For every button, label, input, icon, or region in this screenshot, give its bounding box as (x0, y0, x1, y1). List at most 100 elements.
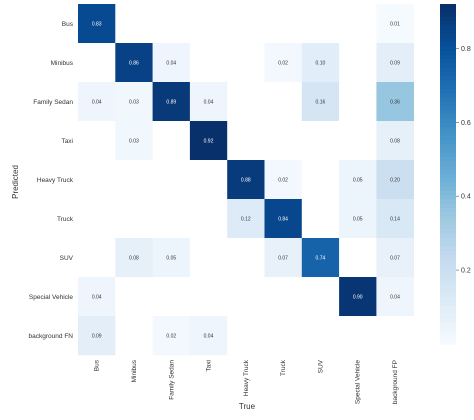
cell-value-label: 0.08 (390, 139, 400, 145)
colorbar-segment (440, 76, 456, 82)
heatmap-cell (227, 199, 265, 239)
colorbar-segment (440, 148, 456, 154)
cell-value-label: 0.10 (316, 61, 326, 67)
colorbar-segment (440, 229, 456, 235)
colorbar-segment (440, 67, 456, 73)
y-tick-label: SUV (60, 255, 74, 262)
heatmap-cell (78, 82, 116, 122)
colorbar-segment (440, 135, 456, 141)
cell-value-label: 0.05 (353, 178, 363, 184)
cell-value-label: 0.88 (241, 178, 251, 184)
heatmap-cell (189, 238, 228, 278)
colorbar-segment (440, 305, 456, 311)
x-tick-label: Special Vehicle (355, 360, 362, 404)
cell-value-label: 0.04 (92, 295, 102, 301)
colorbar-segment (440, 331, 456, 337)
x-tick-label: Family Sedan (168, 360, 175, 400)
colorbar-segment (440, 152, 456, 158)
colorbar-segment (440, 131, 456, 137)
heatmap-cell (376, 277, 414, 317)
heatmap-cell (189, 82, 228, 122)
colorbar-segment (440, 38, 456, 43)
y-tick-label: Special Vehicle (29, 294, 73, 301)
colorbar-segment (440, 186, 456, 192)
colorbar-segment (440, 322, 456, 328)
colorbar-segment (440, 182, 456, 188)
colorbar-segment (440, 127, 456, 133)
cell-value-label: 0.04 (390, 295, 400, 301)
y-tick-label: Family Sedan (33, 99, 73, 106)
heatmap-cell (78, 199, 116, 239)
colorbar-segment (440, 250, 456, 256)
colorbar-segment (440, 199, 456, 205)
colorbar-segment (440, 16, 456, 22)
heatmap-cell (339, 199, 377, 239)
colorbar-segment (440, 335, 456, 341)
heatmap-cell (227, 121, 265, 161)
heatmap-cell (301, 121, 340, 161)
heatmap-cell (339, 316, 377, 356)
heatmap-cell (264, 4, 303, 44)
heatmap-cell (376, 238, 414, 278)
colorbar-segment (440, 212, 456, 218)
y-axis-label: Predicted (11, 165, 20, 199)
cell-value-label: 0.02 (166, 334, 176, 340)
heatmap-cell (78, 238, 116, 278)
heatmap-cell (227, 43, 265, 83)
colorbar: 0.2 0.4 0.6 0.8 (440, 4, 471, 345)
colorbar-segment (440, 195, 456, 201)
heatmap-cell (115, 43, 153, 83)
colorbar-tick-label: 0.6 (461, 120, 471, 127)
cell-value-label: 0.92 (204, 139, 214, 145)
heatmap-cell (78, 4, 116, 44)
cell-value-label: 0.07 (278, 256, 288, 262)
y-tick-label: background FN (29, 333, 74, 340)
colorbar-segment (440, 4, 456, 9)
heatmap-cell (152, 199, 191, 239)
colorbar-segment (440, 33, 456, 39)
cell-value-label: 0.04 (204, 100, 214, 106)
heatmap-cell (264, 43, 303, 83)
colorbar-segment (440, 327, 456, 332)
cell-value-label: 0.04 (204, 334, 214, 340)
x-tick-label: background FP (392, 360, 399, 404)
colorbar-segment (440, 339, 456, 345)
colorbar-segment (440, 191, 456, 196)
heatmap-cell (189, 4, 228, 44)
cell-value-label: 0.84 (278, 217, 288, 223)
colorbar-segment (440, 276, 456, 281)
colorbar-segment (440, 216, 456, 222)
heatmap-cell (189, 199, 228, 239)
colorbar-segment (440, 55, 456, 60)
heatmap-cell (376, 43, 414, 83)
x-tick-labels: Bus Minibus Family Sedan Taxi Heavy Truck Tru… (94, 359, 399, 404)
colorbar-segment (440, 301, 456, 307)
heatmap-cell (339, 238, 377, 278)
cell-value-label: 0.01 (390, 22, 400, 28)
heatmap-cell (115, 277, 153, 317)
x-tick-label: Heavy Truck (243, 359, 250, 396)
y-tick-label: Bus (62, 21, 74, 28)
heatmap-cell (376, 4, 414, 44)
colorbar-segment (440, 101, 456, 107)
colorbar-segment (440, 50, 456, 56)
heatmap-cell (376, 199, 414, 239)
y-tick-label: Taxi (61, 138, 73, 145)
heatmap-cell (78, 160, 116, 200)
heatmap-cell (115, 238, 153, 278)
colorbar-segment (440, 263, 456, 269)
heatmap-cell (189, 277, 228, 317)
colorbar-segment (440, 233, 456, 239)
heatmap-cell (264, 121, 303, 161)
colorbar-segment (440, 106, 456, 111)
cell-value-label: 0.86 (129, 61, 139, 67)
colorbar-segment (440, 8, 456, 14)
heatmap-cell (152, 160, 191, 200)
heatmap-cell (152, 82, 191, 122)
cell-value-label: 0.04 (92, 100, 102, 106)
colorbar-segment (440, 297, 456, 303)
heatmap-cell (376, 160, 414, 200)
cell-value-label: 0.05 (166, 256, 176, 262)
colorbar-segment (440, 284, 456, 290)
cell-value-label: 0.83 (92, 22, 102, 28)
